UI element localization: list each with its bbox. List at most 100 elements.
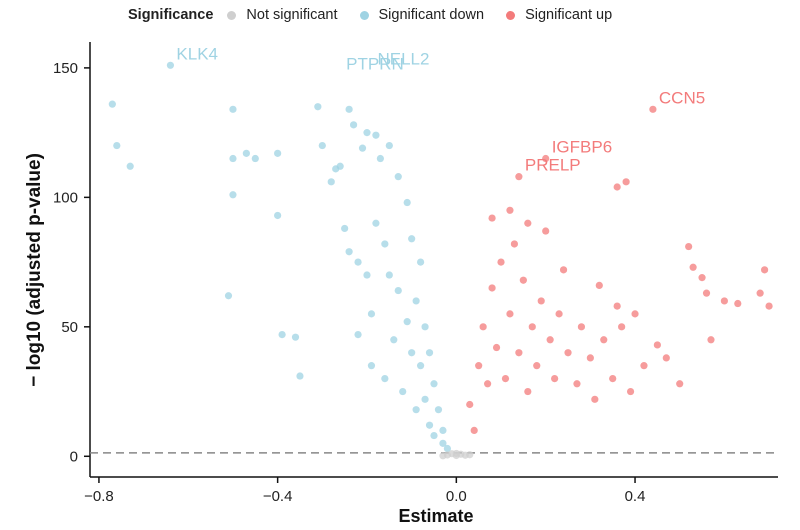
legend-title: Significance [128, 7, 214, 23]
point-significant-up [707, 336, 715, 344]
point-significant-down [318, 141, 326, 150]
gene-label: PTPRN [346, 55, 404, 74]
legend: Significance Not significant Significant… [128, 4, 634, 26]
point-significant-up [586, 354, 594, 362]
y-axis-label: − log10 (adjusted p-value) [24, 153, 45, 387]
point-significant-up [591, 395, 599, 403]
point-significant-down [372, 131, 380, 139]
point-significant-down [229, 105, 237, 113]
point-significant-down [291, 333, 300, 341]
y-tick-label: 100 [53, 189, 78, 206]
x-axis-label: Estimate [398, 506, 473, 526]
legend-label: Significant up [525, 7, 613, 23]
point-significant-up [488, 214, 496, 222]
x-tick-label: 0.4 [625, 488, 646, 505]
point-significant-up [542, 227, 550, 235]
point-significant-down [430, 380, 438, 388]
point-significant-up [488, 284, 496, 292]
point-significant-up [515, 349, 523, 357]
gene-label: PRELP [525, 156, 581, 175]
point-significant-down [443, 444, 452, 453]
point-significant-down [358, 144, 367, 152]
point-significant-up [622, 178, 630, 186]
point-significant-down [345, 248, 353, 256]
point-significant-up [559, 266, 568, 274]
point-significant-down [327, 178, 335, 186]
point-significant-down [314, 103, 322, 111]
point-significant-down [408, 349, 416, 357]
point-significant-down [408, 235, 416, 243]
point-significant-down [367, 362, 376, 370]
point-significant-up [479, 323, 487, 331]
point-significant-up [510, 240, 519, 248]
point-significant-down [439, 439, 447, 447]
point-significant-up [649, 105, 657, 113]
x-tick-label: 0.0 [446, 488, 467, 505]
point-significant-down [394, 286, 402, 295]
point-significant-up [613, 302, 621, 310]
point-significant-up [653, 341, 661, 349]
point-significant-up [618, 323, 626, 331]
point-significant-up [533, 362, 541, 370]
x-tick-label: −0.4 [263, 488, 293, 505]
point-significant-down [439, 426, 447, 434]
point-significant-up [551, 375, 559, 383]
x-tick-label: −0.8 [84, 488, 114, 505]
point-significant-down [229, 154, 237, 163]
legend-item-significant-up: Significant up [506, 7, 612, 23]
point-significant-up [524, 387, 532, 396]
point-significant-up [506, 310, 514, 318]
point-significant-up [524, 219, 532, 227]
point-significant-down [390, 336, 398, 344]
legend-label: Not significant [246, 7, 338, 23]
point-significant-up [609, 375, 617, 383]
point-significant-down [385, 271, 393, 279]
point-significant-down [108, 100, 116, 108]
legend-label: Significant down [378, 7, 485, 23]
gene-label: CCN5 [659, 88, 705, 107]
point-significant-down [394, 173, 402, 181]
point-significant-up [613, 183, 621, 191]
point-significant-down [385, 141, 393, 150]
point-significant-up [564, 349, 572, 357]
point-significant-up [662, 354, 670, 362]
y-tick-label: 50 [61, 319, 78, 336]
point-significant-down [336, 162, 344, 170]
point-significant-down [430, 431, 438, 440]
point-significant-down [354, 330, 362, 339]
point-significant-up [528, 323, 536, 331]
point-significant-up [685, 242, 693, 251]
point-significant-down [349, 121, 358, 129]
point-significant-up [631, 310, 639, 318]
y-tick-label: 0 [70, 448, 78, 465]
point-significant-down [367, 310, 376, 318]
point-significant-up [676, 380, 684, 388]
point-significant-down [416, 258, 425, 266]
point-significant-down [126, 162, 134, 170]
point-significant-up [542, 154, 550, 163]
point-significant-up [760, 266, 769, 274]
point-significant-down [113, 141, 121, 150]
point-significant-up [573, 380, 581, 388]
point-significant-down [166, 61, 175, 69]
point-significant-down [341, 224, 349, 233]
legend-item-significant-down: Significant down [359, 7, 485, 23]
point-significant-up [501, 375, 510, 383]
point-significant-up [698, 274, 706, 282]
point-significant-up [756, 289, 764, 297]
point-significant-up [470, 426, 478, 434]
point-significant-down [416, 362, 425, 370]
point-significant-up [497, 258, 505, 266]
point-significant-up [720, 297, 728, 305]
point-significant-down [399, 387, 407, 396]
point-significant-down [345, 105, 353, 113]
point-significant-down [229, 191, 237, 199]
point-significant-up [595, 281, 603, 289]
point-significant-up [506, 206, 514, 214]
point-significant-down [224, 292, 233, 300]
point-significant-up [600, 336, 608, 344]
point-significant-up [484, 380, 492, 388]
point-significant-up [475, 362, 483, 370]
point-significant-up [702, 289, 711, 297]
